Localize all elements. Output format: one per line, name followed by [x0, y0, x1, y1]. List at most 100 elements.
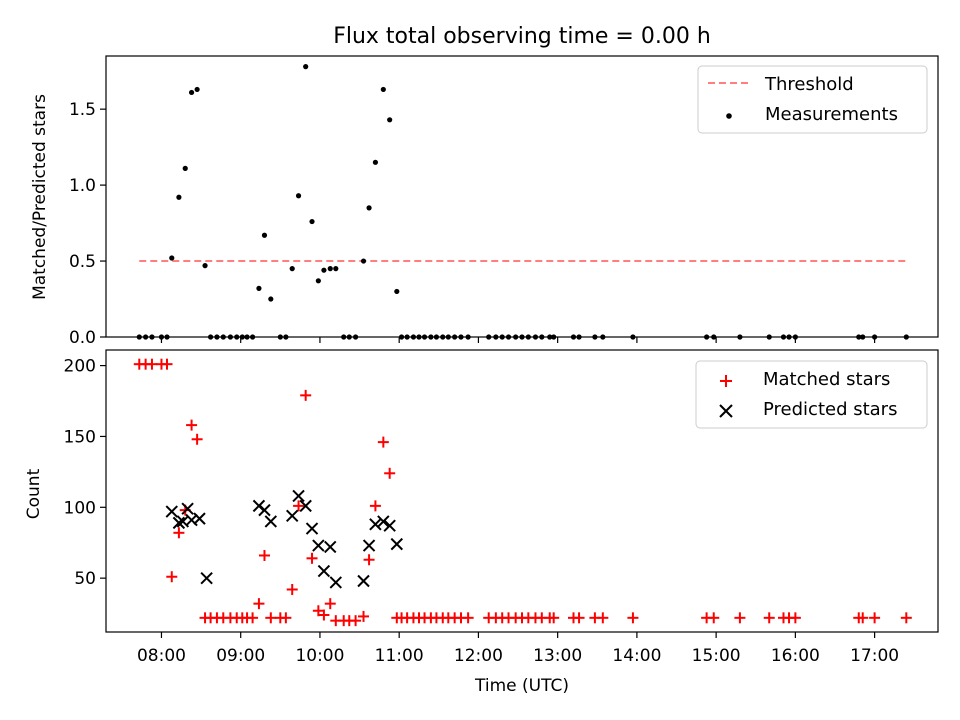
measurement-point — [268, 296, 274, 302]
measurement-point — [261, 232, 268, 238]
measurement-point — [493, 334, 499, 340]
x-tick-label: 15:00 — [692, 646, 741, 666]
matched-star-point — [324, 598, 336, 610]
measurement-point — [711, 334, 717, 340]
matched-star-point — [247, 612, 259, 624]
measurement-point — [872, 334, 878, 340]
measurement-point — [256, 285, 262, 291]
measurement-point — [372, 159, 379, 165]
measurement-point — [421, 334, 428, 340]
matched-star-point — [186, 419, 198, 431]
measurement-point — [194, 86, 200, 93]
matched-star-point — [306, 552, 318, 564]
measurement-point — [445, 334, 451, 340]
measurement-point — [410, 334, 417, 340]
predicted-star-point — [165, 505, 178, 518]
measurement-point — [458, 334, 464, 340]
matched-star-point — [869, 612, 881, 624]
measurement-point — [903, 334, 909, 340]
matched-star-point — [363, 554, 375, 566]
top-y-tick-label: 1.0 — [69, 176, 96, 196]
measurement-point — [164, 334, 170, 340]
top-y-tick-label: 0.0 — [69, 328, 96, 348]
measurement-point — [202, 263, 208, 269]
top-marks — [136, 64, 909, 340]
matched-star-point — [350, 615, 362, 627]
matched-star-point — [293, 500, 305, 512]
measurement-point — [860, 334, 866, 340]
measurement-point — [227, 334, 234, 340]
measurement-point — [576, 334, 582, 340]
predicted-star-point — [181, 502, 194, 515]
predicted-star-point — [264, 515, 278, 528]
measurement-point — [176, 194, 182, 200]
measurement-point — [360, 258, 367, 264]
measurement-point — [630, 334, 636, 340]
x-tick-label: 08:00 — [137, 646, 186, 666]
bottom-y-ticks: 50 100 150 200 — [64, 357, 106, 589]
measurement-point — [283, 334, 289, 340]
measurement-point — [249, 334, 256, 340]
matched-star-point — [734, 612, 746, 624]
measurement-point — [169, 255, 175, 261]
measurement-point — [792, 334, 798, 340]
measurement-point — [289, 266, 295, 272]
matched-star-point — [597, 612, 609, 624]
predicted-star-point — [324, 540, 337, 554]
measurement-point — [428, 334, 434, 340]
measurement-point — [239, 334, 245, 340]
legend-measurements-swatch — [726, 113, 732, 119]
measurement-point — [220, 334, 226, 340]
x-axis-label: Time (UTC) — [474, 676, 569, 696]
predicted-star-point — [312, 539, 325, 552]
measurement-point — [452, 334, 458, 340]
measurement-point — [207, 334, 214, 340]
measurement-point — [704, 334, 710, 340]
measurement-point — [780, 334, 787, 340]
legend-threshold-label: Threshold — [764, 74, 854, 95]
bottom-x-ticks: 08:00 09:00 10:00 11:00 12:00 13:00 14:00 15:00… — [137, 632, 899, 666]
bottom-y-axis-label: Count — [24, 468, 44, 519]
top-legend-box — [697, 65, 928, 134]
measurement-point — [398, 334, 405, 340]
predicted-star-point — [305, 522, 319, 535]
measurement-point — [465, 334, 471, 340]
x-tick-label: 11:00 — [375, 646, 424, 666]
x-tick-label: 13:00 — [533, 646, 582, 666]
measurement-point — [149, 334, 155, 340]
measurement-point — [346, 334, 352, 340]
matched-star-point — [763, 612, 775, 624]
measurement-point — [182, 165, 188, 171]
x-tick-label: 10:00 — [295, 646, 344, 666]
predicted-star-point — [390, 537, 404, 551]
measurement-point — [539, 334, 545, 340]
matched-star-point — [173, 527, 185, 539]
measurement-point — [856, 334, 862, 340]
predicted-star-point — [369, 518, 382, 531]
predicted-star-point — [383, 519, 396, 532]
x-tick-label: 17:00 — [850, 646, 899, 666]
top-y-tick-label: 0.5 — [69, 252, 96, 272]
measurement-point — [353, 334, 359, 340]
bottom-axes-frame — [105, 349, 939, 633]
predicted-star-point — [357, 574, 370, 588]
bottom-legend-box — [695, 360, 928, 429]
predicted-star-point — [172, 516, 186, 530]
measurement-point — [366, 205, 372, 211]
matched-star-point — [191, 433, 203, 445]
measurement-point — [143, 334, 149, 340]
measurement-point — [519, 334, 525, 340]
matched-star-point — [377, 436, 389, 448]
top-y-ticks: 0.0 0.5 1.0 1.5 — [69, 100, 106, 348]
measurement-point — [214, 334, 220, 340]
predicted-star-point — [362, 539, 376, 552]
predicted-star-point — [292, 489, 305, 503]
bottom-y-tick-label: 150 — [64, 427, 96, 447]
measurement-point — [136, 334, 142, 340]
top-panel: 0.0 0.5 1.0 1.5 Matched/Predicted stars Thr… — [30, 55, 939, 348]
measurement-point — [600, 334, 606, 340]
predicted-star-point — [193, 512, 206, 525]
matched-star-point — [300, 389, 312, 401]
predicted-star-point — [258, 503, 271, 517]
legend-matched-swatch — [720, 375, 732, 387]
